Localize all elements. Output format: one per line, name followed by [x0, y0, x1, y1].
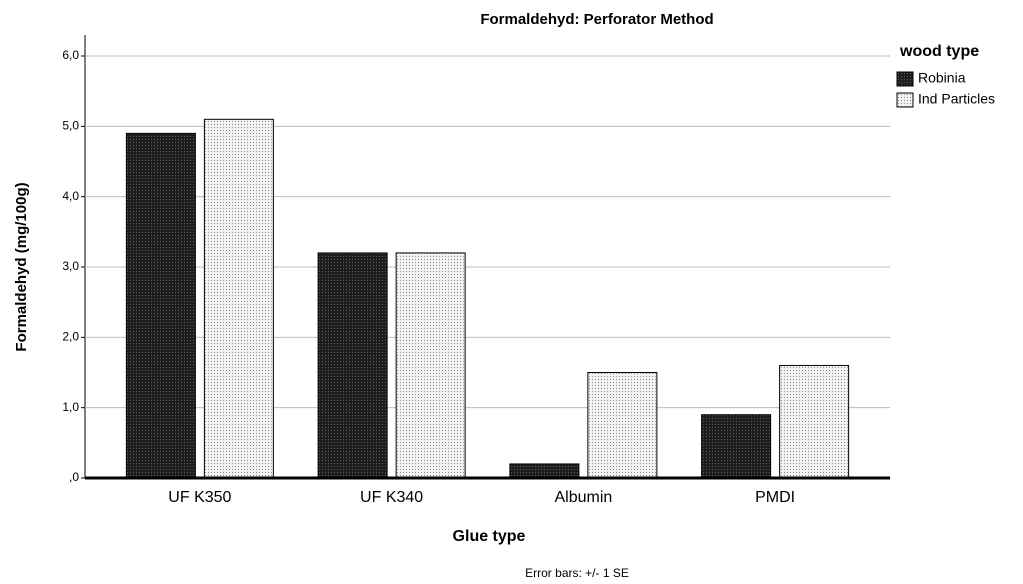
- x-axis-label: Glue type: [453, 528, 526, 545]
- bar: [779, 364, 850, 479]
- y-axis-label: Formaldehyd (mg/100g): [13, 182, 30, 351]
- x-tick-label: Albumin: [554, 489, 612, 506]
- y-tick-label: 2,0: [62, 330, 79, 344]
- y-tick-label: ,0: [69, 470, 79, 484]
- bar: [317, 252, 388, 479]
- y-tick-label: 5,0: [62, 119, 79, 133]
- x-tick-label: UF K350: [168, 489, 231, 506]
- bar: [509, 463, 580, 479]
- legend-title: wood type: [899, 43, 979, 60]
- bar: [701, 414, 772, 479]
- bar: [125, 132, 196, 479]
- y-tick-label: 4,0: [62, 189, 79, 203]
- legend-swatch: [896, 92, 914, 108]
- bar: [587, 372, 658, 479]
- x-tick-label: UF K340: [360, 489, 423, 506]
- bar: [203, 118, 274, 479]
- legend-label: Ind Particles: [918, 91, 995, 107]
- y-tick-label: 1,0: [62, 400, 79, 414]
- legend-swatch: [896, 71, 914, 87]
- x-tick-label: PMDI: [755, 489, 795, 506]
- footnote: Error bars: +/- 1 SE: [525, 566, 629, 580]
- y-tick-label: 3,0: [62, 259, 79, 273]
- bar: [395, 252, 466, 479]
- chart-title: Formaldehyd: Perforator Method: [480, 11, 713, 28]
- legend-label: Robinia: [918, 70, 966, 86]
- y-tick-label: 6,0: [62, 48, 79, 62]
